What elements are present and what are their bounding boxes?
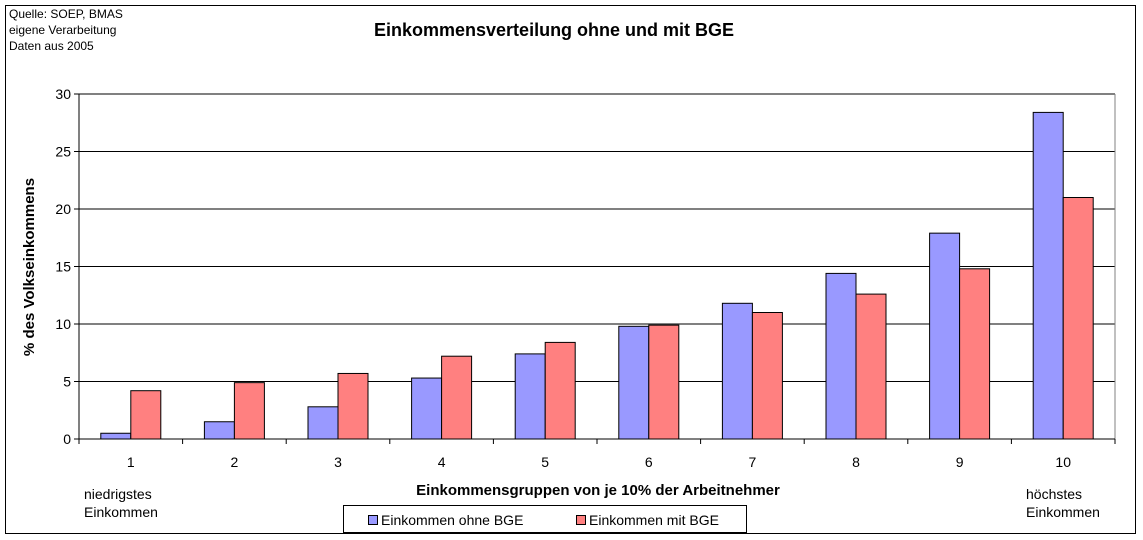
- bar-ohne-5: [514, 353, 546, 440]
- y-tick-label-30: 30: [55, 86, 71, 102]
- bar-ohne-3: [307, 406, 339, 440]
- bar-ohne-1: [100, 432, 132, 440]
- y-tick-label-25: 25: [55, 144, 71, 160]
- y-tick-label-20: 20: [55, 201, 71, 217]
- bar-mit-8: [855, 293, 887, 440]
- lowest-income-note-line-1: niedrigstes: [84, 486, 152, 502]
- y-axis-label: % des Volkseinkommens: [21, 178, 38, 356]
- y-tick-label-0: 0: [63, 431, 71, 447]
- chart-title: Einkommensverteilung ohne und mit BGE: [374, 20, 735, 40]
- lowest-income-note-line-2: Einkommen: [84, 504, 158, 520]
- bar-mit-3: [337, 372, 369, 440]
- x-tick-label-4: 4: [438, 454, 446, 470]
- x-tick-label-5: 5: [541, 454, 549, 470]
- x-tick-label-9: 9: [956, 454, 964, 470]
- bar-ohne-6: [618, 325, 650, 440]
- y-tick-label-5: 5: [63, 374, 71, 390]
- x-tick-label-8: 8: [852, 454, 860, 470]
- y-tick-label-15: 15: [55, 259, 71, 275]
- source-line-3: Daten aus 2005: [9, 39, 94, 53]
- bars: [100, 111, 1094, 440]
- bar-ohne-7: [721, 302, 753, 440]
- x-tick-label-3: 3: [334, 454, 342, 470]
- tick-labels: 0 5 10 15 20 25 30 1 2 3 4 5 6 7 8 9 10: [55, 86, 1071, 470]
- highest-income-note-line-1: höchstes: [1026, 486, 1083, 502]
- axes: [74, 93, 1116, 444]
- source-line-2: eigene Verarbeitung: [9, 23, 117, 37]
- source-line-1: Quelle: SOEP, BMAS: [9, 7, 123, 21]
- legend-label-mit: Einkommen mit BGE: [589, 512, 719, 528]
- x-tick-label-10: 10: [1055, 454, 1071, 470]
- legend-label-ohne: Einkommen ohne BGE: [381, 512, 524, 528]
- bar-mit-7: [751, 312, 783, 440]
- bar-mit-2: [233, 382, 265, 440]
- x-axis-label: Einkommensgruppen von je 10% der Arbeitn…: [416, 482, 780, 499]
- bar-ohne-4: [411, 377, 443, 440]
- bar-mit-10: [1062, 197, 1094, 440]
- legend-swatch-ohne: [368, 515, 378, 525]
- highest-income-note: höchstes Einkommen: [1026, 485, 1100, 521]
- bar-mit-1: [130, 390, 162, 440]
- bar-mit-5: [544, 341, 576, 440]
- bar-ohne-10: [1032, 111, 1064, 440]
- x-tick-label-2: 2: [231, 454, 239, 470]
- lowest-income-note: niedrigstes Einkommen: [84, 485, 158, 521]
- bar-mit-4: [441, 355, 473, 440]
- legend: Einkommen ohne BGE Einkommen mit BGE: [343, 505, 747, 533]
- x-tick-label-6: 6: [645, 454, 653, 470]
- bar-mit-9: [959, 268, 991, 440]
- bar-ohne-8: [825, 272, 857, 440]
- legend-swatch-mit: [576, 515, 586, 525]
- x-tick-label-1: 1: [127, 454, 135, 470]
- y-tick-label-10: 10: [55, 316, 71, 332]
- bar-mit-6: [648, 324, 680, 440]
- highest-income-note-line-2: Einkommen: [1026, 504, 1100, 520]
- x-tick-label-7: 7: [749, 454, 757, 470]
- bar-ohne-2: [203, 421, 235, 440]
- bar-ohne-9: [929, 232, 961, 440]
